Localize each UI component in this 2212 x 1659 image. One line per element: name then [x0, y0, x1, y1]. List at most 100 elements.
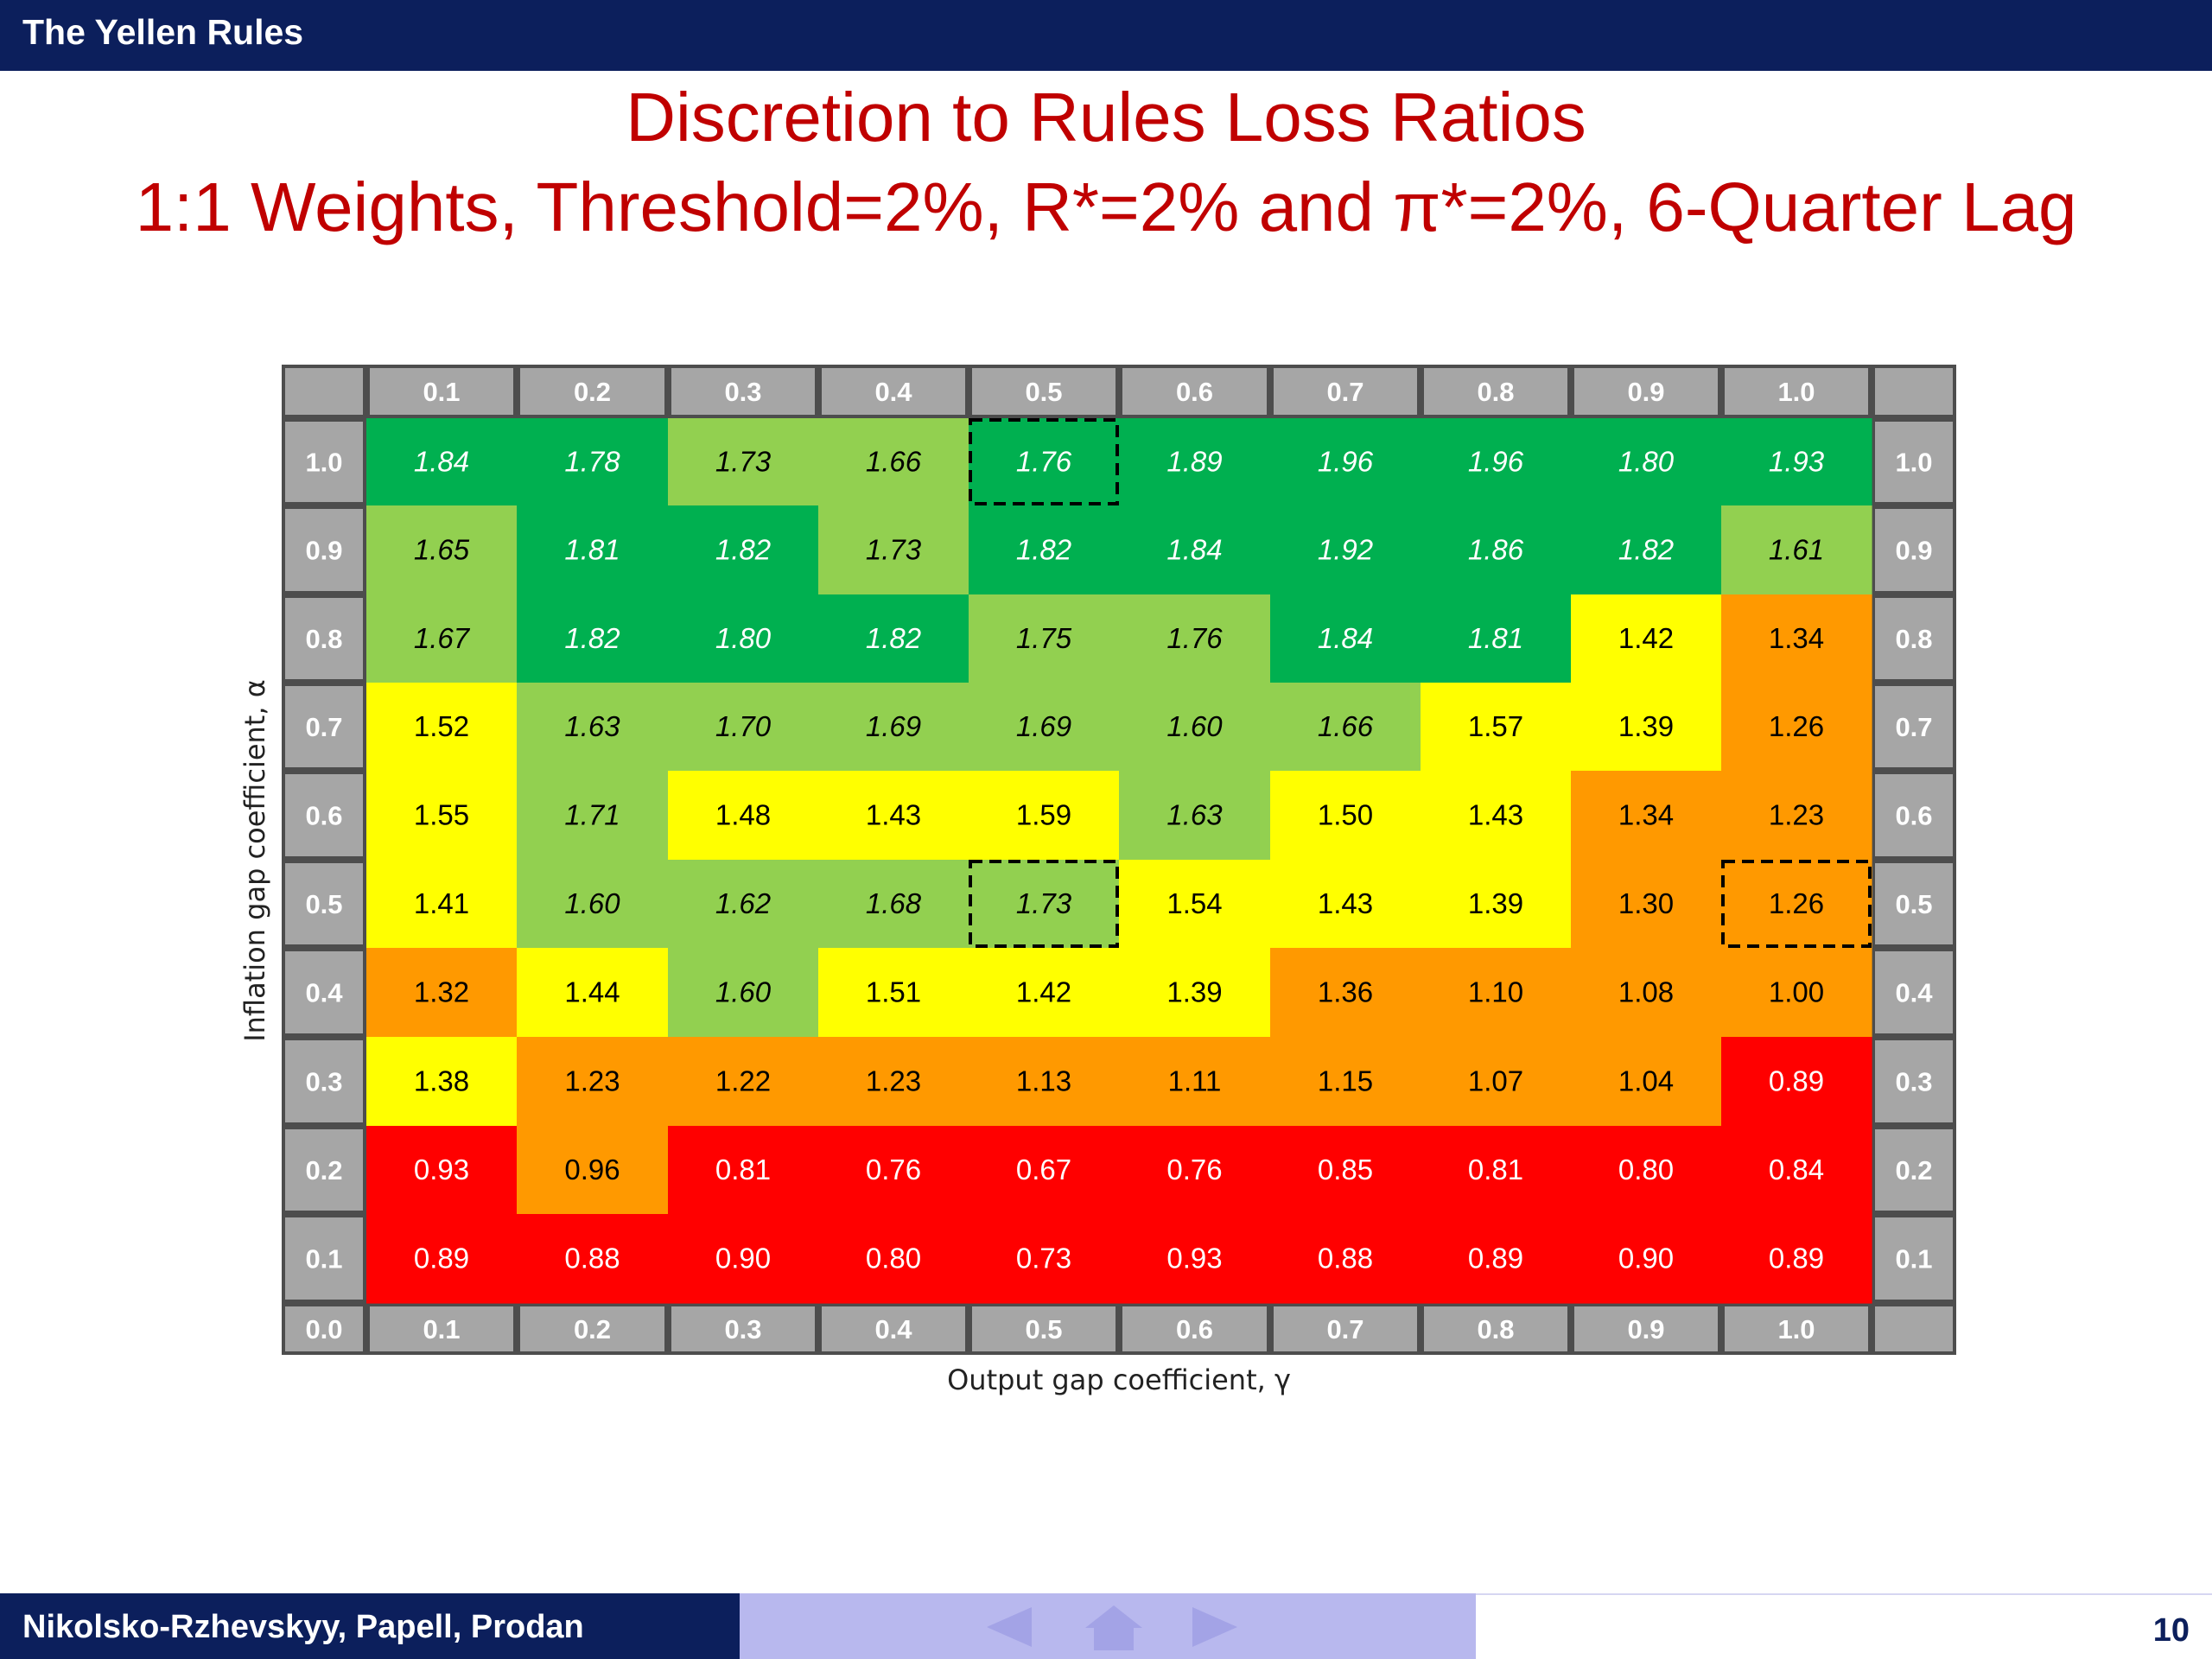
heatmap-value-label: 1.54: [1166, 887, 1222, 919]
heatmap-cell: [1721, 683, 1872, 772]
heatmap-cell: [818, 1214, 969, 1304]
y-tick-label-left: 0.8: [305, 624, 342, 654]
heatmap-value-label: 0.96: [564, 1154, 620, 1185]
x-tick-label-bottom: 0.5: [1025, 1314, 1062, 1344]
heatmap-value-label: 1.73: [715, 446, 772, 478]
x-tick-label-bottom-box: [1725, 1306, 1868, 1351]
x-tick-label-bottom-box: [1274, 1306, 1417, 1351]
heatmap-value-label: 1.41: [414, 887, 469, 919]
x-tick-label-bottom: 0.7: [1326, 1314, 1363, 1344]
x-axis-label: Output gap coefficient, γ: [947, 1363, 1291, 1396]
heatmap-cell: [1119, 1037, 1271, 1127]
heatmap-cell: [818, 594, 969, 683]
y-tick-label-right: 0.1: [1895, 1244, 1932, 1274]
heatmap-cell: [1270, 594, 1421, 683]
heatmap-cell: [818, 860, 969, 949]
heatmap-value-label: 0.84: [1769, 1154, 1824, 1185]
heatmap-cell: [1421, 948, 1572, 1038]
x-tick-label-bottom-box: [520, 1306, 664, 1351]
x-tick-label-top: 0.6: [1176, 377, 1213, 407]
heatmap-cell: [1270, 1214, 1421, 1304]
x-tick-label-top: 0.5: [1025, 377, 1062, 407]
heatmap-value-label: 1.07: [1468, 1065, 1523, 1097]
heatmap-value-label: 1.71: [564, 799, 620, 831]
heatmap-value-label: 0.93: [414, 1154, 469, 1185]
y-tick-label-left: 0.7: [305, 712, 342, 742]
y-tick-label-left-box: [285, 863, 363, 944]
x-tick-label-bottom: 1.0: [1777, 1314, 1815, 1344]
heatmap-cell: [1270, 771, 1421, 861]
x-tick-label-top-box: [822, 368, 965, 415]
y-tick-label-right: 0.4: [1895, 978, 1933, 1008]
y-tick-label-left: 0.5: [305, 889, 342, 919]
heatmap-value-label: 1.36: [1318, 976, 1373, 1008]
y-tick-label-left: 0.4: [305, 978, 343, 1008]
heatmap-cell: [1119, 1214, 1271, 1304]
heatmap-value-label: 1.65: [414, 534, 470, 566]
heatmap-value-label: 1.34: [1769, 622, 1824, 654]
heatmap-value-label: 1.50: [1318, 799, 1373, 831]
home-icon[interactable]: [1084, 1604, 1144, 1652]
heatmap-value-label: 1.22: [715, 1065, 771, 1097]
heatmap-value-label: 1.52: [414, 710, 469, 742]
heatmap-cell: [1721, 1214, 1872, 1304]
footer-authors-bar: Nikolsko-Rzhevskyy, Papell, Prodan: [0, 1593, 740, 1659]
heatmap-value-label: 0.85: [1318, 1154, 1373, 1185]
heatmap-value-label: 0.67: [1016, 1154, 1071, 1185]
heatmap-value-label: 0.89: [1769, 1243, 1824, 1274]
highlight-box: [969, 418, 1119, 505]
heatmap-value-label: 1.61: [1769, 534, 1824, 566]
heatmap-cell: [1421, 1037, 1572, 1127]
y-tick-label-left: 0.3: [305, 1067, 342, 1097]
heatmap-value-label: 1.63: [1166, 799, 1223, 831]
heatmap-cell: [969, 948, 1120, 1038]
heatmap-cell: [517, 1214, 669, 1304]
heatmap-value-label: 1.63: [564, 710, 620, 742]
heatmap-cell: [1119, 683, 1271, 772]
right-arrow-icon[interactable]: [1184, 1604, 1244, 1650]
heatmap-value-label: 1.15: [1318, 1065, 1373, 1097]
heatmap-value-label: 1.43: [866, 799, 921, 831]
heatmap-cell: [366, 948, 518, 1038]
heatmap-value-label: 1.82: [1016, 534, 1071, 566]
heatmap-value-label: 1.55: [414, 799, 469, 831]
x-tick-label-top: 0.2: [574, 377, 611, 407]
heatmap-cell: [818, 418, 969, 506]
x-tick-label-bottom: 0.9: [1627, 1314, 1664, 1344]
heatmap-value-label: 1.26: [1769, 887, 1824, 919]
heatmap-value-label: 1.84: [1318, 622, 1373, 654]
heatmap-value-label: 1.60: [564, 887, 620, 919]
corner-top-left-box: [285, 368, 363, 415]
heatmap-cell: [517, 771, 669, 861]
corner-bottom-right-box: [1875, 1306, 1953, 1351]
heatmap-cell: [1721, 505, 1872, 595]
heatmap-cell: [1421, 1214, 1572, 1304]
corner-top-right-box: [1875, 368, 1953, 415]
left-arrow-icon[interactable]: [980, 1604, 1040, 1650]
heatmap-value-label: 1.60: [715, 976, 772, 1008]
heatmap-cell: [1721, 860, 1872, 949]
y-tick-label-right: 1.0: [1895, 448, 1932, 478]
heatmap-cell: [1571, 1126, 1722, 1215]
x-tick-label-bottom: 0.1: [423, 1314, 460, 1344]
heatmap-value-label: 0.80: [1618, 1154, 1674, 1185]
x-tick-label-bottom: 0.6: [1176, 1314, 1213, 1344]
heatmap-cell: [1571, 860, 1722, 949]
heatmap-value-label: 1.92: [1318, 534, 1373, 566]
heatmap-value-label: 1.67: [414, 622, 471, 654]
heatmap-cell: [1421, 771, 1572, 861]
header-title: The Yellen Rules: [22, 12, 304, 52]
heatmap-value-label: 1.26: [1769, 710, 1824, 742]
heatmap-cell: [366, 1214, 518, 1304]
corner-label: 0.0: [305, 1314, 342, 1344]
heatmap-cell: [366, 860, 518, 949]
heatmap-cell: [366, 594, 518, 683]
heatmap-cell: [1119, 860, 1271, 949]
header-bar: The Yellen Rules: [0, 0, 2212, 71]
heatmap-cell: [517, 683, 669, 772]
heatmap-value-label: 1.93: [1769, 446, 1825, 478]
heatmap-value-label: 0.88: [564, 1243, 620, 1274]
x-tick-label-top: 1.0: [1777, 377, 1815, 407]
heatmap-value-label: 1.43: [1468, 799, 1523, 831]
heatmap-cell: [1571, 418, 1722, 506]
